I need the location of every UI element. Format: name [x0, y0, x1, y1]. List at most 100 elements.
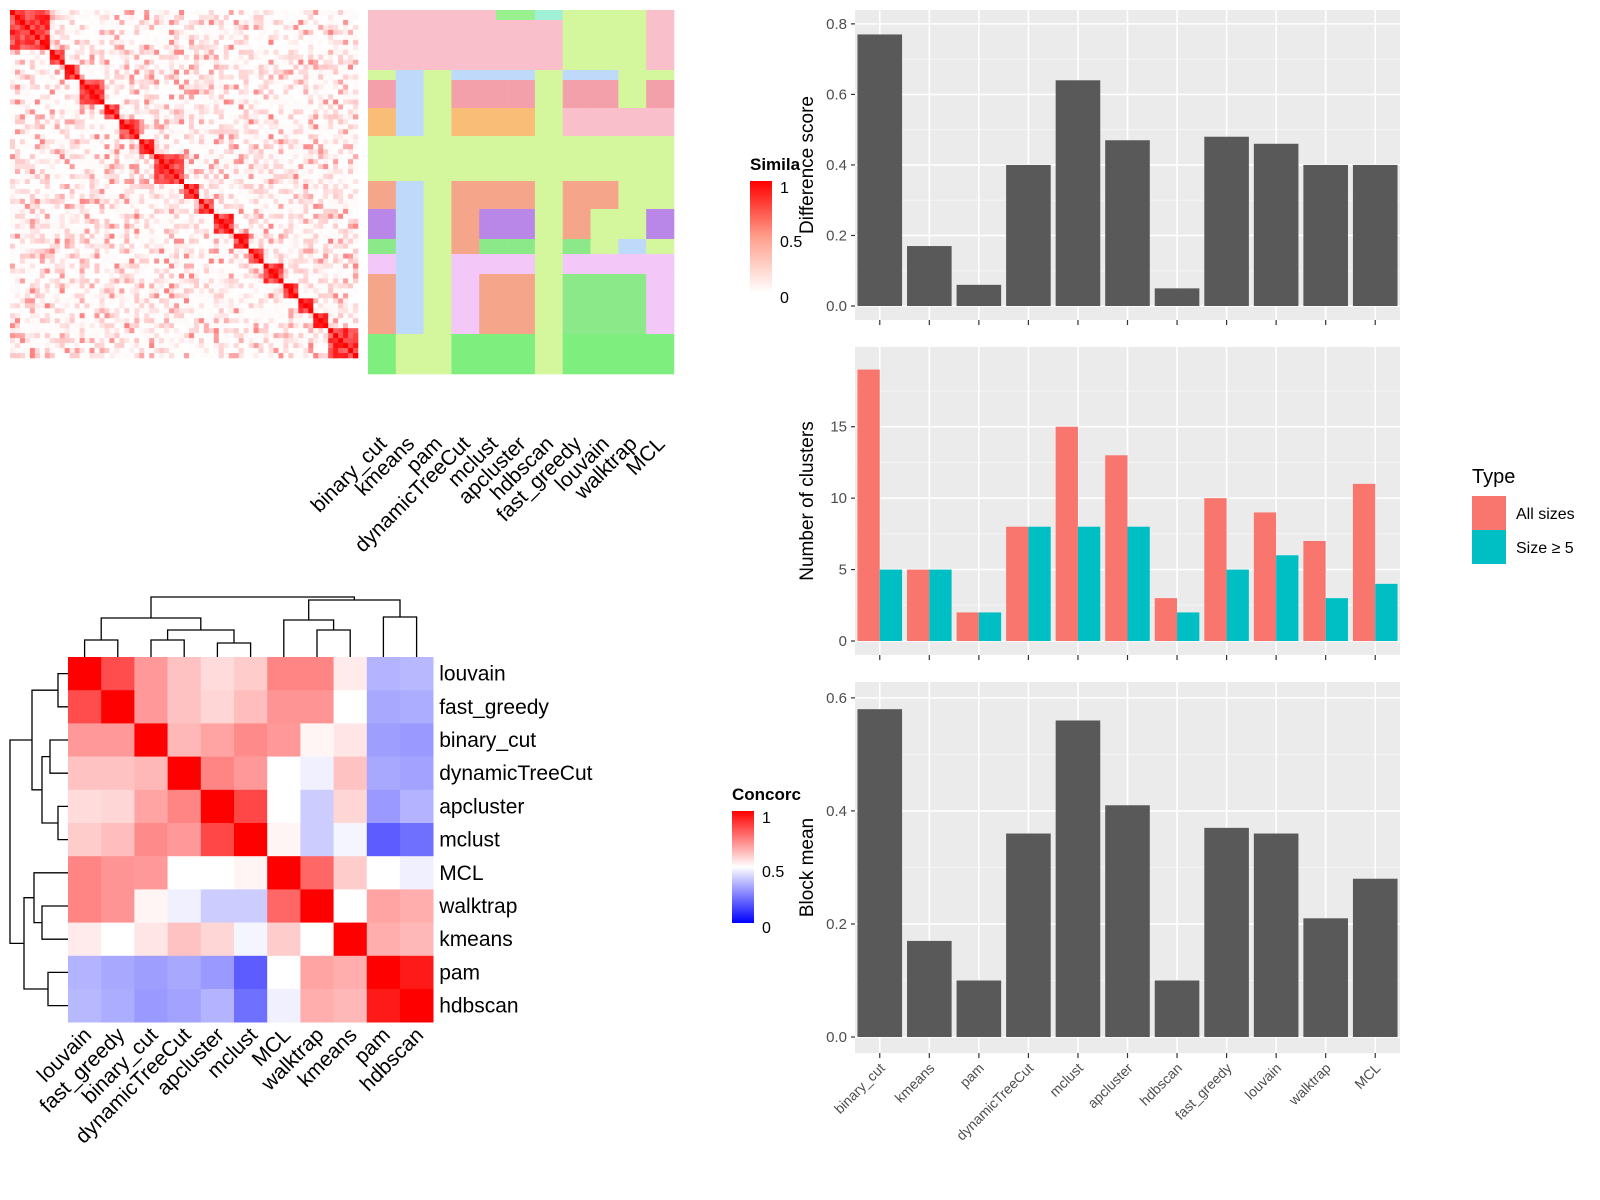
similarity-cell — [268, 149, 274, 155]
membership-cell — [423, 136, 452, 182]
similarity-cell — [313, 99, 319, 105]
similarity-cell — [99, 59, 105, 65]
similarity-cell — [19, 10, 26, 16]
similarity-cell — [49, 79, 56, 85]
similarity-cell — [89, 104, 95, 110]
similarity-cell — [54, 278, 61, 284]
similarity-cell — [208, 198, 215, 205]
similarity-cell — [24, 343, 31, 349]
similarity-cell — [34, 213, 41, 220]
similarity-cell — [238, 154, 244, 160]
similarity-cell — [253, 89, 259, 95]
similarity-cell — [353, 278, 359, 284]
similarity-cell — [89, 353, 95, 359]
similarity-cell — [10, 213, 16, 220]
similarity-cell — [203, 64, 210, 70]
similarity-cell — [328, 169, 334, 175]
similarity-cell — [164, 253, 170, 259]
similarity-cell — [228, 213, 235, 220]
similarity-cell — [238, 79, 244, 85]
similarity-cell — [348, 159, 354, 165]
similarity-cell — [298, 74, 304, 80]
similarity-cell — [109, 179, 115, 185]
similarity-cell — [119, 283, 125, 289]
similarity-cell — [308, 114, 314, 120]
similarity-cell — [293, 84, 299, 90]
similarity-cell — [10, 238, 16, 244]
similarity-cell — [283, 14, 289, 21]
similarity-cell — [109, 303, 115, 309]
similarity-cell — [149, 238, 155, 244]
similarity-cell — [318, 333, 324, 339]
similarity-cell — [273, 308, 279, 314]
similarity-cell — [288, 84, 294, 90]
similarity-cell — [253, 348, 259, 354]
similarity-cell — [213, 293, 220, 299]
similarity-cell — [243, 109, 249, 115]
similarity-cell — [308, 328, 314, 334]
similarity-cell — [218, 258, 225, 264]
similarity-cell — [303, 119, 309, 125]
membership-cell — [618, 70, 647, 81]
similarity-cell — [64, 243, 70, 249]
similarity-cell — [188, 213, 195, 220]
similarity-cell — [303, 318, 309, 324]
similarity-cell — [124, 49, 130, 56]
similarity-cell — [218, 238, 225, 244]
similarity-cell — [64, 24, 70, 31]
similarity-cell — [283, 159, 289, 165]
similarity-cell — [39, 338, 46, 344]
similarity-cell — [238, 258, 244, 264]
similarity-cell — [238, 99, 244, 105]
similarity-cell — [134, 283, 140, 289]
similarity-cell — [343, 228, 349, 235]
similarity-cell — [248, 338, 254, 344]
similarity-cell — [74, 169, 80, 175]
similarity-cell — [24, 64, 31, 70]
similarity-cell — [114, 303, 120, 309]
similarity-cell — [338, 59, 344, 65]
similarity-cell — [238, 353, 244, 359]
similarity-cell — [328, 124, 334, 130]
membership-cell — [618, 209, 647, 240]
similarity-cell — [328, 39, 334, 46]
similarity-cell — [154, 283, 160, 289]
similarity-cell — [278, 144, 284, 150]
similarity-cell — [109, 243, 115, 249]
similarity-cell — [164, 119, 170, 125]
similarity-cell — [29, 208, 36, 215]
similarity-cell — [109, 14, 115, 21]
similarity-cell — [94, 89, 100, 95]
similarity-cell — [79, 303, 85, 309]
similarity-cell — [328, 303, 334, 309]
similarity-cell — [59, 129, 65, 135]
similarity-cell — [134, 169, 140, 175]
similarity-cell — [273, 14, 279, 21]
similarity-cell — [24, 14, 31, 21]
similarity-cell — [203, 308, 210, 314]
similarity-cell — [313, 59, 319, 65]
similarity-cell — [188, 323, 195, 329]
similarity-cell — [283, 114, 289, 120]
similarity-cell — [119, 353, 125, 359]
similarity-cell — [208, 34, 215, 41]
membership-cell — [368, 181, 397, 210]
similarity-cell — [164, 353, 170, 359]
similarity-cell — [238, 104, 244, 110]
similarity-cell — [44, 193, 51, 200]
similarity-cell — [323, 34, 329, 41]
similarity-cell — [288, 129, 294, 135]
similarity-cell — [144, 198, 150, 205]
similarity-cell — [129, 144, 135, 150]
similarity-cell — [169, 139, 175, 145]
similarity-cell — [223, 34, 230, 41]
similarity-cell — [243, 154, 249, 160]
similarity-cell — [283, 124, 289, 130]
similarity-cell — [64, 14, 70, 21]
similarity-cell — [293, 109, 299, 115]
similarity-cell — [253, 293, 259, 299]
similarity-cell — [104, 104, 110, 110]
similarity-cell — [79, 278, 85, 284]
similarity-cell — [258, 134, 264, 140]
similarity-cell — [64, 238, 70, 244]
